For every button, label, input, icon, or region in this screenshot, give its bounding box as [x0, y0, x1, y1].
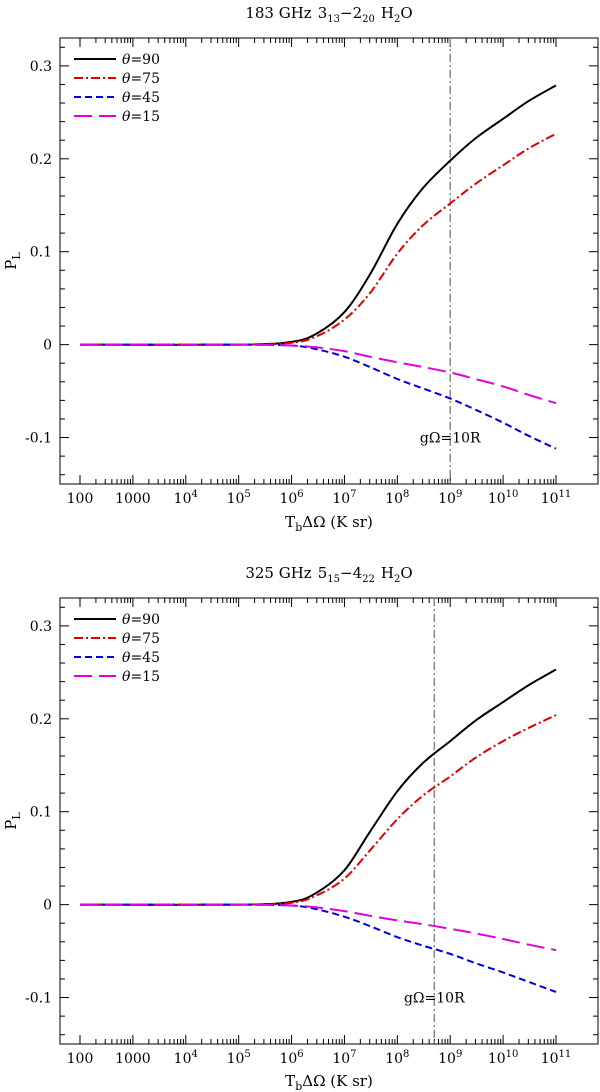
legend-label: θ=15: [122, 669, 160, 685]
chart-title: 183 GHz 313−220 H2O: [245, 4, 412, 25]
reference-line-label: gΩ=10R: [420, 431, 481, 447]
x-tick-label: 1011: [541, 489, 572, 507]
series-line-theta-90: [79, 668, 557, 906]
x-tick-label: 104: [174, 1049, 198, 1067]
y-tick-label: 0.3: [30, 59, 52, 75]
x-tick-label: 107: [332, 489, 356, 507]
y-tick-label: -0.1: [25, 431, 52, 447]
x-tick-label: 107: [332, 1049, 356, 1067]
chart-2: 325 GHz 515−422 H2O 100 1000 104 105 106 107 108 1…: [2, 564, 599, 1092]
reference-line-label: gΩ=10R: [404, 991, 465, 1007]
series-line-theta-90: [79, 84, 557, 346]
x-axis-label: TbΔΩ (K sr): [285, 1072, 373, 1092]
x-tick-label: 108: [385, 1049, 409, 1067]
legend-label: θ=90: [122, 612, 160, 628]
x-tick-label: 109: [438, 489, 462, 507]
series-line-theta-75: [79, 132, 557, 346]
legend-label: θ=45: [122, 90, 160, 106]
series-line-theta-45: [79, 343, 557, 450]
y-axis-label: PL: [2, 252, 23, 270]
chart-1: 183 GHz 313−220 H2O 100 1000 104 105 106 107 108 1…: [2, 4, 599, 534]
x-tick-label: 1010: [488, 489, 519, 507]
y-tick-label: 0.1: [30, 805, 52, 821]
y-tick-label: 0.2: [30, 152, 52, 168]
y-tick-label: 0: [43, 898, 52, 914]
y-tick-label: 0.2: [30, 712, 52, 728]
x-tick-label: 1010: [488, 1049, 519, 1067]
series-line-theta-15: [79, 903, 557, 952]
x-tick-label: 1000: [115, 1051, 151, 1067]
x-tick-label: 106: [279, 1049, 303, 1067]
y-tick-label: 0.3: [30, 619, 52, 635]
y-axis-label: PL: [2, 812, 23, 830]
y-tick-label: -0.1: [25, 991, 52, 1007]
x-tick-label: 109: [438, 1049, 462, 1067]
x-tick-label: 104: [174, 489, 198, 507]
legend-label: θ=15: [122, 109, 160, 125]
x-tick-label: 105: [227, 489, 251, 507]
x-tick-label: 100: [67, 491, 94, 507]
series-line-theta-15: [79, 343, 557, 405]
x-tick-label: 105: [227, 1049, 251, 1067]
legend-label: θ=75: [122, 631, 160, 647]
y-tick-label: 0: [43, 338, 52, 354]
x-tick-label: 1000: [115, 491, 151, 507]
series-line-theta-45: [79, 903, 557, 993]
x-tick-label: 100: [67, 1051, 94, 1067]
legend-label: θ=90: [122, 52, 160, 68]
legend-label: θ=45: [122, 650, 160, 666]
x-axis-label: TbΔΩ (K sr): [285, 513, 373, 534]
legend-label: θ=75: [122, 71, 160, 87]
x-tick-label: 108: [385, 489, 409, 507]
chart-title: 325 GHz 515−422 H2O: [245, 564, 412, 585]
y-tick-label: 0.1: [30, 245, 52, 261]
series-line-theta-75: [79, 714, 557, 906]
x-tick-label: 1011: [541, 1049, 572, 1067]
x-tick-label: 106: [279, 489, 303, 507]
